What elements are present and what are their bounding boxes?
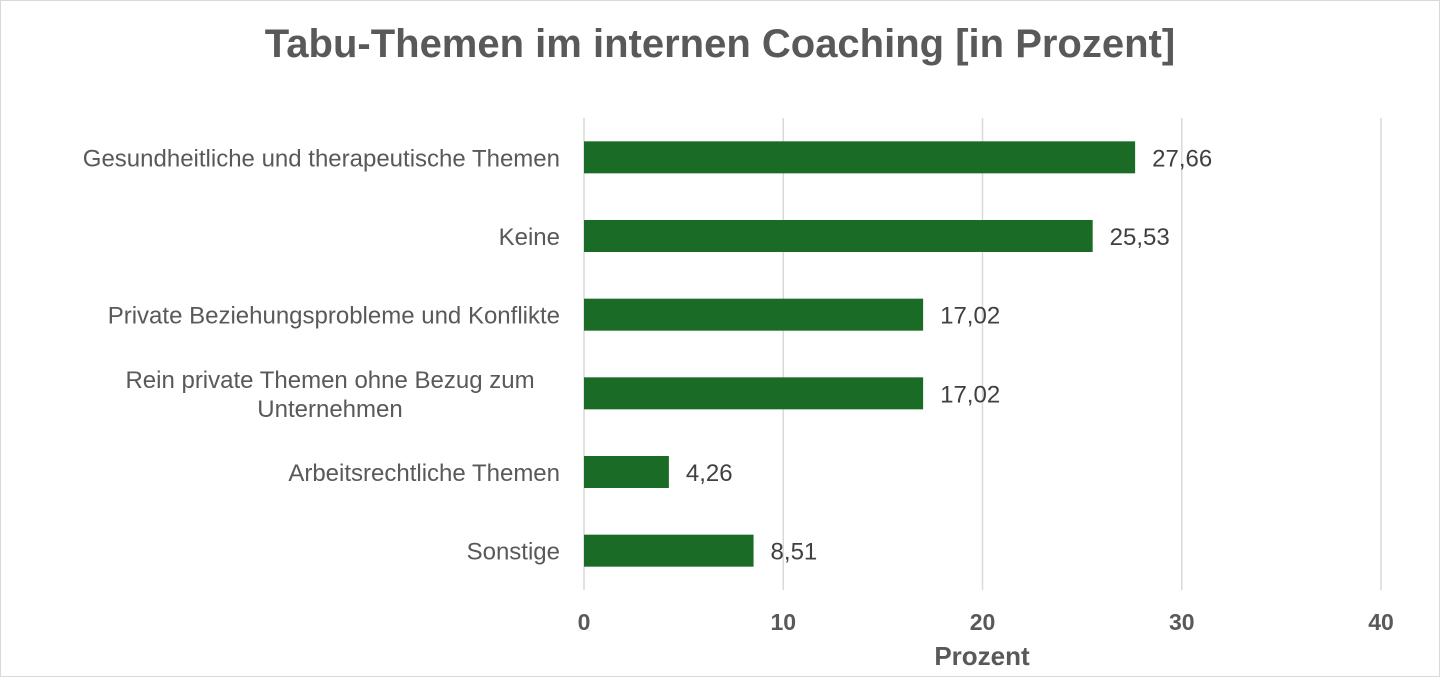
x-tick-labels: 0 10 20 30 40 xyxy=(578,609,1394,635)
data-label-5: 8,51 xyxy=(771,539,818,566)
category-label-0: Gesundheitliche und therapeutische Theme… xyxy=(83,145,560,172)
data-label-2: 17,02 xyxy=(940,303,1000,330)
category-label-4: Arbeitsrechtliche Themen xyxy=(288,460,560,487)
category-label-3: Rein private Themen ohne Bezug zum Untern… xyxy=(125,367,534,423)
x-axis-title: Prozent xyxy=(934,641,1030,671)
bar-3 xyxy=(584,377,924,410)
category-labels: Gesundheitliche und therapeutische Theme… xyxy=(83,145,560,565)
bar-2 xyxy=(584,298,924,331)
x-tick-label-2: 20 xyxy=(970,609,996,635)
x-tick-label-4: 40 xyxy=(1368,609,1394,635)
chart-title: Tabu-Themen im internen Coaching [in Pro… xyxy=(264,22,1176,66)
gridlines xyxy=(583,118,1382,590)
bar-0 xyxy=(584,141,1136,174)
data-labels: 27,66 25,53 17,02 17,02 4,26 8,51 xyxy=(686,145,1212,565)
bar-series xyxy=(584,141,1136,567)
bar-5 xyxy=(584,534,754,567)
data-label-1: 25,53 xyxy=(1110,224,1170,251)
x-tick-label-0: 0 xyxy=(578,609,591,635)
category-label-1: Keine xyxy=(499,224,560,251)
data-label-3: 17,02 xyxy=(940,381,1000,408)
category-label-2: Private Beziehungsprobleme und Konflikte xyxy=(108,303,560,330)
bar-1 xyxy=(584,220,1093,252)
x-tick-label-3: 30 xyxy=(1169,609,1195,635)
data-label-0: 27,66 xyxy=(1152,145,1212,172)
bar-4 xyxy=(584,456,669,488)
x-tick-label-1: 10 xyxy=(770,609,796,635)
data-label-4: 4,26 xyxy=(686,460,733,487)
category-label-5: Sonstige xyxy=(467,539,560,566)
